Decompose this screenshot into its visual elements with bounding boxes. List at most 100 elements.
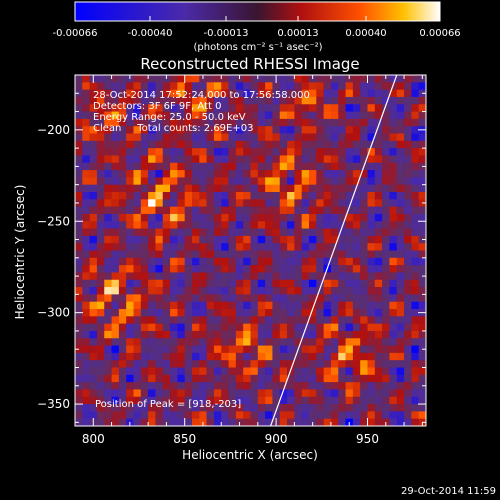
heatmap-cell [221,374,229,383]
heatmap-cell [243,316,251,324]
heatmap-cell [126,374,134,383]
heatmap-cell [265,287,273,295]
heatmap-cell [140,155,149,164]
heatmap-cell [199,133,207,142]
heatmap-cell [352,206,361,215]
heatmap-cell [235,89,244,98]
heatmap-cell [221,287,229,295]
heatmap-cell [352,323,361,332]
heatmap-cell [199,272,207,281]
heatmap-cell [265,382,273,390]
heatmap-cell [243,411,251,419]
heatmap-cell [411,155,419,164]
heatmap-cell [345,243,354,251]
heatmap-cell [309,257,317,266]
heatmap-cell [352,221,361,229]
heatmap-cell [411,382,419,390]
heatmap-cell [82,411,90,419]
heatmap-cell [228,235,237,244]
heatmap-cell [243,148,251,156]
heatmap-cell [382,272,390,281]
heatmap-cell [75,301,83,310]
heatmap-cell [177,75,185,83]
heatmap-cell [235,389,244,398]
heatmap-cell [221,367,229,376]
heatmap-cell [148,235,156,244]
heatmap-cell [155,389,164,398]
heatmap-cell [82,309,90,317]
heatmap-cell [133,133,142,142]
heatmap-cell [360,374,368,383]
heatmap-cell [228,316,237,324]
colorbar [74,1,441,22]
heatmap-cell [250,323,259,332]
heatmap-cell [133,418,142,426]
heatmap-cell [389,111,398,120]
heatmap-cell [418,330,426,339]
heatmap-cell [404,250,412,259]
heatmap-cell [345,374,354,383]
heatmap-cell [338,89,346,98]
heatmap-cell [309,265,317,273]
heatmap-cell [330,140,339,149]
heatmap-cell [382,404,390,412]
heatmap-cell [309,345,317,354]
heatmap-cell [411,133,419,142]
heatmap-cell [338,111,346,120]
heatmap-cell [177,287,185,295]
heatmap-cell [82,192,90,200]
heatmap-cell [126,309,134,317]
heatmap-cell [243,367,251,376]
heatmap-cell [396,389,405,398]
heatmap-cell [118,330,127,339]
heatmap-cell [404,389,412,398]
heatmap-cell [228,126,237,134]
heatmap-cell [206,411,215,419]
heatmap-cell [411,389,419,398]
heatmap-cell [89,382,98,390]
heatmap-cell [199,279,207,288]
heatmap-cell [133,104,142,112]
heatmap-cell [104,257,112,266]
heatmap-cell [243,199,251,207]
heatmap-cell [170,301,178,310]
heatmap-cell [396,148,405,156]
heatmap-cell [184,140,193,149]
heatmap-cell [265,192,273,200]
heatmap-cell [287,111,295,120]
heatmap-cell [360,389,368,398]
heatmap-cell [235,309,244,317]
heatmap-cell [338,126,346,134]
heatmap-cell [170,228,178,237]
heatmap-cell [265,389,273,398]
heatmap-cell [104,418,112,426]
heatmap-cell [111,89,120,98]
heatmap-cell [338,360,346,368]
heatmap-cell [213,221,222,229]
heatmap-cell [199,396,207,405]
heatmap-cell [133,287,142,295]
heatmap-cell [184,148,193,156]
heatmap-cell [404,367,412,376]
heatmap-cell [192,75,200,83]
heatmap-cell [323,418,332,426]
heatmap-cell [316,352,324,361]
heatmap-cell [418,279,426,288]
heatmap-cell [323,155,332,164]
heatmap-cell [360,411,368,419]
heatmap-cell [162,257,171,266]
heatmap-cell [352,118,361,127]
heatmap-cell [411,177,419,185]
heatmap-cell [360,228,368,237]
heatmap-cell [287,206,295,215]
heatmap-cell [89,148,98,156]
heatmap-cell [250,287,259,295]
heatmap-cell [184,360,193,368]
heatmap-cell [155,396,164,405]
heatmap-cell [192,235,200,244]
heatmap-cell [170,177,178,185]
heatmap-cell [243,374,251,383]
heatmap-cell [89,228,98,237]
heatmap-cell [367,192,376,200]
heatmap-cell [235,82,244,90]
